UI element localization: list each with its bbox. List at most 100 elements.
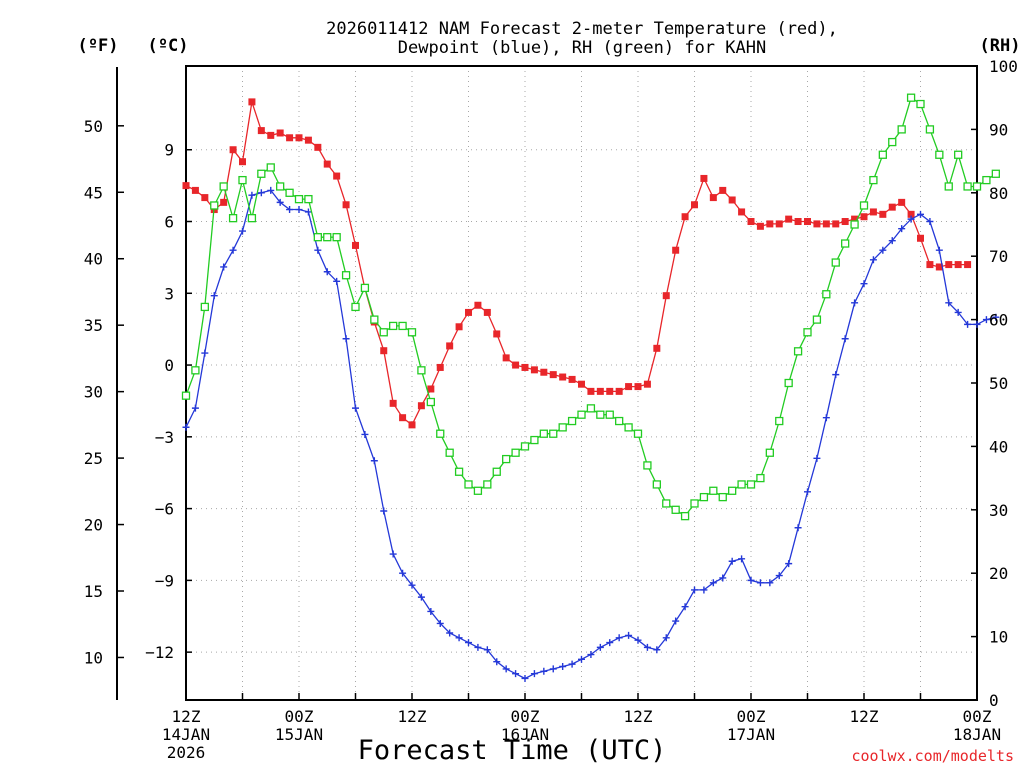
x-tick-label: 12Z [398, 707, 427, 726]
temperature-point [474, 301, 482, 309]
rh-point [294, 194, 304, 204]
f-tick-label: 30 [84, 383, 103, 402]
temperature-point [295, 134, 303, 142]
dewpoint-point [738, 555, 746, 563]
dewpoint-point [530, 670, 538, 678]
dewpoint-point [662, 634, 670, 642]
dewpoint-point [436, 619, 444, 627]
rh-tick-label: 70 [989, 247, 1008, 266]
tick-labels: 101520253035404550−12−9−6−30369010203040… [84, 57, 1018, 762]
series-line-rh [185, 96, 997, 517]
dewpoint-point [521, 674, 529, 682]
series-temperature [182, 98, 972, 429]
rh-point [360, 283, 370, 293]
dewpoint-point [879, 246, 887, 254]
f-tick-label: 10 [84, 648, 103, 667]
rh-point [662, 499, 671, 508]
rh-tick-label: 50 [989, 374, 1008, 393]
rh-point [549, 429, 558, 438]
x-tick-label: 17JAN [727, 725, 775, 744]
dewpoint-point [182, 423, 190, 431]
temperature-point [926, 261, 934, 269]
dewpoint-point [201, 349, 209, 357]
rh-point [605, 410, 614, 419]
dewpoint-point [794, 524, 802, 532]
temperature-point [596, 387, 604, 395]
temperature-point [182, 182, 190, 190]
temperature-point [822, 220, 830, 228]
dewpoint-point [728, 557, 736, 565]
temperature-point [436, 363, 444, 371]
dewpoint-point [822, 414, 830, 422]
dewpoint-point [982, 316, 990, 324]
rh-point [228, 214, 238, 223]
dewpoint-point [747, 576, 755, 584]
temperature-point [502, 354, 510, 362]
temperature-point [229, 146, 237, 154]
dewpoint-point [446, 629, 454, 637]
rh-point [379, 328, 388, 337]
temperature-point [841, 218, 849, 226]
rh-point [784, 378, 793, 388]
rh-point [671, 505, 680, 514]
temperature-point [898, 198, 906, 206]
temperature-point [917, 234, 924, 242]
x-tick-label: 18JAN [953, 725, 1001, 744]
dewpoint-point [756, 579, 764, 587]
f-tick-label: 15 [84, 582, 103, 601]
rh-point [304, 194, 313, 204]
dewpoint-point [465, 639, 472, 647]
dewpoint-point [869, 256, 877, 264]
dewpoint-point [766, 579, 774, 587]
temperature-point [964, 261, 972, 269]
dewpoint-point [417, 593, 425, 601]
temperature-point [530, 366, 538, 374]
rh-point [577, 410, 586, 419]
rh-point [567, 416, 577, 426]
temperature-point [465, 308, 472, 316]
f-tick-label: 25 [84, 449, 103, 468]
dewpoint-point [907, 215, 915, 223]
axes [116, 65, 978, 701]
temperature-point [700, 174, 708, 182]
rh-point [351, 302, 360, 312]
rh-point [680, 511, 690, 521]
dewpoint-point [973, 320, 981, 328]
temperature-point [954, 261, 962, 269]
dewpoint-point [380, 507, 388, 515]
dewpoint-point [672, 617, 680, 625]
dewpoint-point [625, 631, 633, 639]
dewpoint-point [681, 603, 689, 611]
rh-point [869, 175, 878, 185]
f-tick-label: 40 [84, 250, 103, 269]
rh-point [972, 182, 982, 191]
unit-label-fahrenheit: (ºF) [78, 36, 119, 56]
dewpoint-point [267, 186, 275, 194]
temperature-point [935, 263, 943, 271]
temperature-point [304, 136, 312, 144]
dewpoint-point [954, 308, 962, 316]
x-tick-label: 00Z [511, 707, 540, 726]
dewpoint-point [964, 320, 972, 328]
chart-title-line1: 2026011412 NAM Forecast 2-meter Temperat… [326, 19, 838, 39]
rh-point [341, 271, 351, 280]
dewpoint-point [804, 488, 811, 496]
temperature-point [333, 172, 341, 180]
temperature-point [314, 143, 322, 151]
rh-point [775, 416, 784, 426]
dewpoint-point [888, 237, 896, 245]
rh-point [737, 480, 746, 489]
temperature-point [691, 201, 698, 209]
dewpoint-point [549, 665, 557, 673]
rh-point [888, 137, 897, 147]
temperature-point [766, 220, 774, 228]
x-tick-label: 12Z [172, 707, 201, 726]
dewpoint-point [587, 651, 595, 659]
x-axis-label: Forecast Time (UTC) [358, 735, 667, 766]
rh-point [181, 391, 191, 400]
rh-point [925, 125, 935, 134]
series-line-dewpoint [185, 189, 996, 680]
x-tick-label: 2026 [167, 743, 206, 762]
rh-point [633, 429, 643, 438]
rh-tick-label: 10 [989, 628, 1008, 647]
